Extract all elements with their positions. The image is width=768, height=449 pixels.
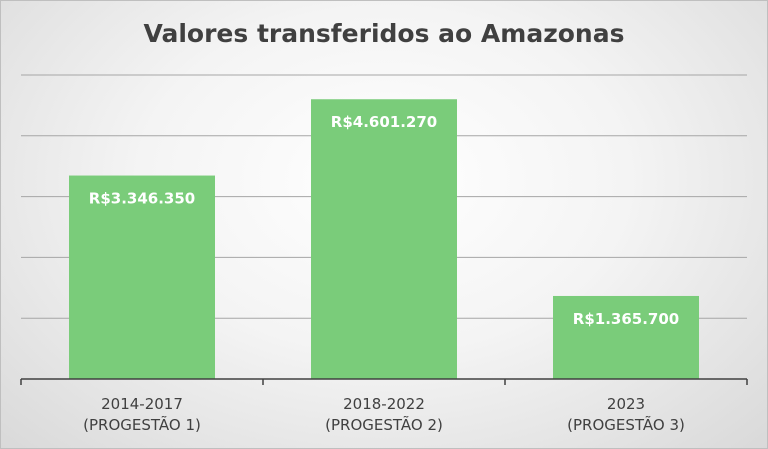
data-label-1: R$3.346.350 [89, 190, 195, 208]
data-label-2: R$4.601.270 [331, 113, 437, 131]
category-label-1: 2014-2017 (PROGESTÃO 1) [42, 394, 242, 436]
data-label-3: R$1.365.700 [573, 310, 679, 328]
chart-title: Valores transferidos ao Amazonas [143, 19, 625, 48]
category-label-2-period: 2018-2022 [343, 395, 425, 413]
category-label-3-program: (PROGESTÃO 3) [567, 416, 685, 434]
category-label-2: 2018-2022 (PROGESTÃO 2) [284, 394, 484, 436]
category-label-2-program: (PROGESTÃO 2) [325, 416, 443, 434]
category-label-1-period: 2014-2017 [101, 395, 183, 413]
bar-3 [553, 295, 699, 379]
category-label-3-period: 2023 [606, 395, 646, 413]
bar-1 [69, 175, 215, 379]
bar-2 [311, 99, 457, 379]
category-label-3: 2023 (PROGESTÃO 3) [526, 394, 726, 436]
category-label-1-program: (PROGESTÃO 1) [83, 416, 201, 434]
